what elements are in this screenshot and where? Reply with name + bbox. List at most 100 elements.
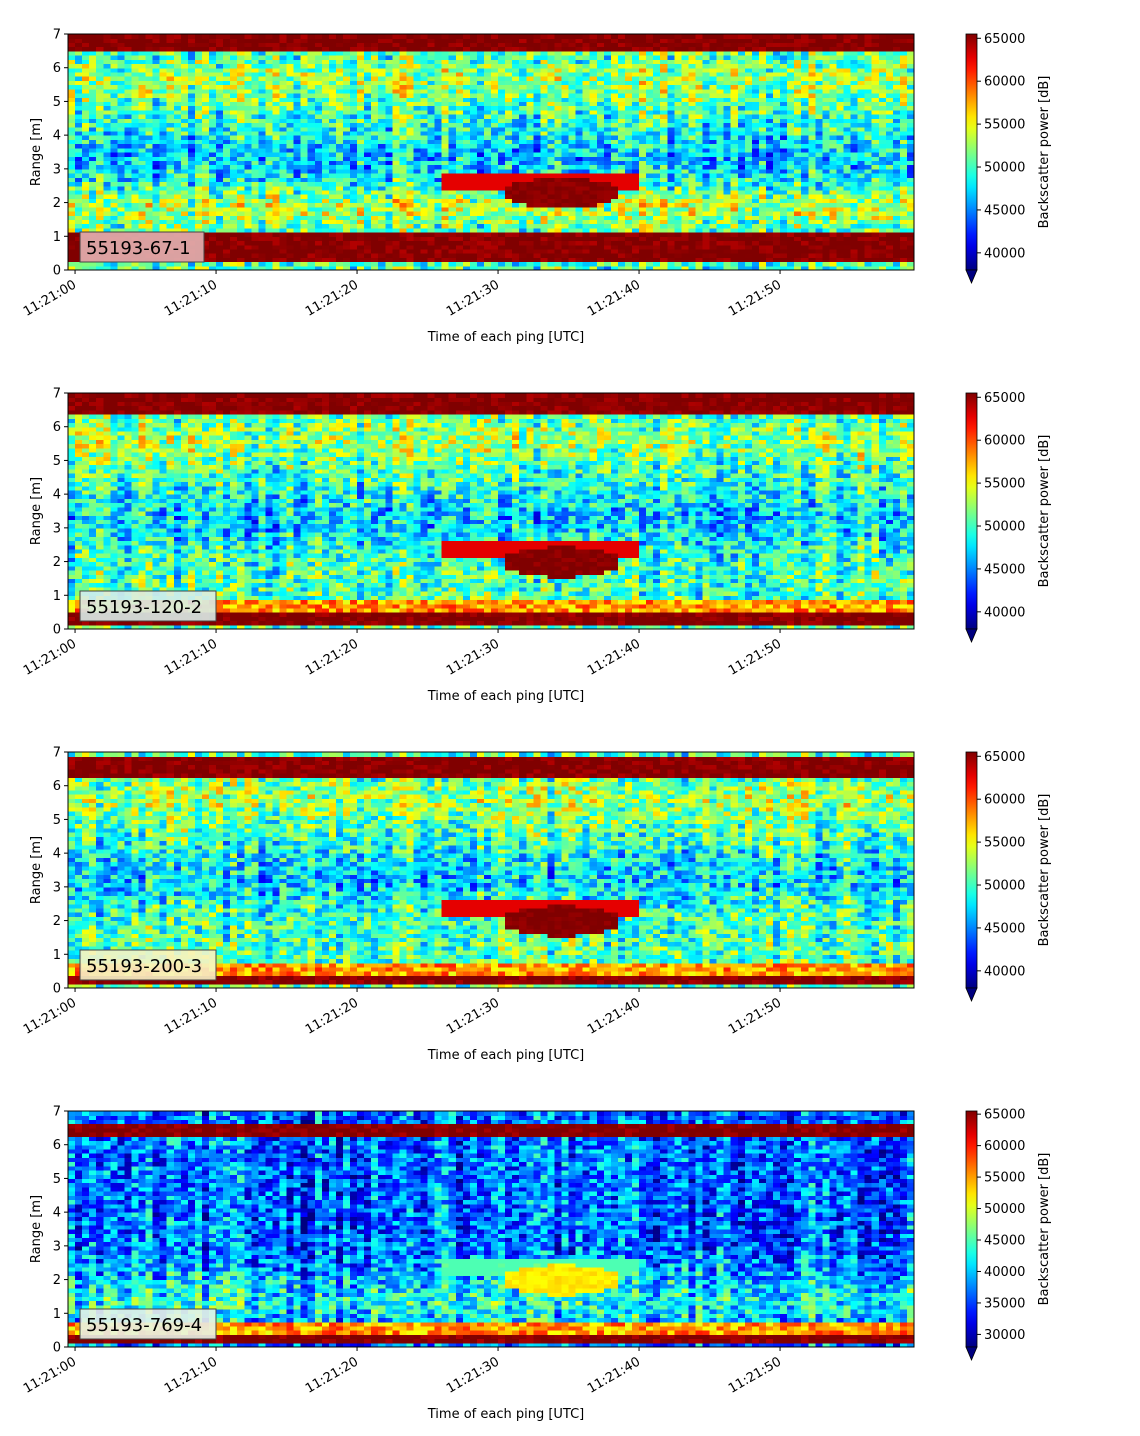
heatmap-cell <box>223 186 231 191</box>
heatmap-cell <box>209 228 217 233</box>
heatmap-cell <box>385 89 393 94</box>
heatmap-cell <box>604 236 612 241</box>
heatmap-cell <box>576 110 584 115</box>
heatmap-cell <box>272 34 280 39</box>
heatmap-cell <box>287 203 295 208</box>
heatmap-cell <box>131 194 139 199</box>
heatmap-cell <box>484 93 492 98</box>
heatmap-cell <box>329 249 337 254</box>
heatmap-cell <box>146 110 154 115</box>
heatmap-cell <box>174 152 182 157</box>
heatmap-cell <box>75 203 83 208</box>
heatmap-cell <box>322 203 330 208</box>
heatmap-cell <box>583 85 591 90</box>
heatmap-cell <box>385 80 393 85</box>
heatmap-cell <box>547 110 555 115</box>
heatmap-cell <box>350 55 358 60</box>
heatmap-cell <box>258 228 266 233</box>
heatmap-cell <box>265 131 273 136</box>
heatmap-cell <box>223 80 231 85</box>
heatmap-cell <box>202 127 210 132</box>
heatmap-cell <box>294 64 302 69</box>
heatmap-cell <box>167 51 175 56</box>
heatmap-cell <box>364 219 372 224</box>
heatmap-cell <box>146 165 154 170</box>
heatmap-cell <box>421 64 429 69</box>
heatmap-cell <box>569 144 577 149</box>
heatmap-cell <box>209 169 217 174</box>
heatmap-cell <box>512 42 520 47</box>
heatmap-cell <box>96 34 104 39</box>
heatmap-cell <box>540 72 548 77</box>
heatmap-cell <box>463 224 471 229</box>
heatmap-cell <box>583 190 591 195</box>
heatmap-cell <box>470 118 478 123</box>
heatmap-cell <box>533 165 541 170</box>
heatmap-cell <box>413 224 421 229</box>
heatmap-cell <box>258 64 266 69</box>
heatmap-cell <box>336 241 344 246</box>
heatmap-cell <box>216 169 224 174</box>
heatmap-cell <box>526 55 534 60</box>
heatmap-cell <box>562 68 570 73</box>
heatmap-cell <box>209 118 217 123</box>
heatmap-cell <box>103 106 111 111</box>
heatmap-cell <box>82 131 90 136</box>
heatmap-cell <box>230 131 238 136</box>
heatmap-cell <box>463 85 471 90</box>
heatmap-cell <box>209 131 217 136</box>
heatmap-cell <box>258 34 266 39</box>
heatmap-cell <box>413 249 421 254</box>
heatmap-cell <box>308 72 316 77</box>
heatmap-cell <box>470 194 478 199</box>
heatmap-cell <box>139 139 147 144</box>
heatmap-cell <box>554 55 562 60</box>
heatmap-cell <box>357 144 365 149</box>
heatmap-cell <box>583 241 591 246</box>
heatmap-cell <box>188 219 196 224</box>
heatmap-cell <box>188 72 196 77</box>
heatmap-cell <box>343 207 351 212</box>
heatmap-cell <box>505 135 513 140</box>
heatmap-cell <box>230 194 238 199</box>
heatmap-cell <box>244 34 252 39</box>
heatmap-cell <box>604 190 612 195</box>
heatmap-cell <box>160 51 168 56</box>
heatmap-cell <box>96 169 104 174</box>
heatmap-cell <box>308 131 316 136</box>
heatmap-cell <box>491 152 499 157</box>
heatmap-cell <box>569 232 577 237</box>
heatmap-cell <box>505 228 513 233</box>
heatmap-cell <box>449 224 457 229</box>
heatmap-cell <box>287 127 295 132</box>
heatmap-cell <box>378 64 386 69</box>
heatmap-cell <box>258 139 266 144</box>
heatmap-cell <box>181 148 189 153</box>
heatmap-cell <box>280 190 288 195</box>
heatmap-cell <box>322 38 330 43</box>
heatmap-cell <box>89 101 97 106</box>
heatmap-cell <box>533 152 541 157</box>
heatmap-cell <box>167 68 175 73</box>
heatmap-cell <box>280 139 288 144</box>
heatmap-cell <box>576 194 584 199</box>
heatmap-cell <box>294 80 302 85</box>
heatmap-cell <box>442 190 450 195</box>
heatmap-cell <box>146 76 154 81</box>
heatmap-cell <box>357 236 365 241</box>
heatmap-cell <box>117 207 125 212</box>
heatmap-cell <box>498 249 506 254</box>
heatmap-cell <box>89 165 97 170</box>
heatmap-cell <box>611 182 619 187</box>
heatmap-cell <box>470 76 478 81</box>
heatmap-cell <box>491 42 499 47</box>
heatmap-cell <box>554 85 562 90</box>
heatmap-cell <box>110 207 118 212</box>
heatmap-cell <box>449 101 457 106</box>
heatmap-cell <box>89 219 97 224</box>
heatmap-cell <box>442 211 450 216</box>
heatmap-cell <box>533 72 541 77</box>
heatmap-cell <box>604 156 612 161</box>
heatmap-cell <box>103 47 111 52</box>
heatmap-cell <box>188 186 196 191</box>
